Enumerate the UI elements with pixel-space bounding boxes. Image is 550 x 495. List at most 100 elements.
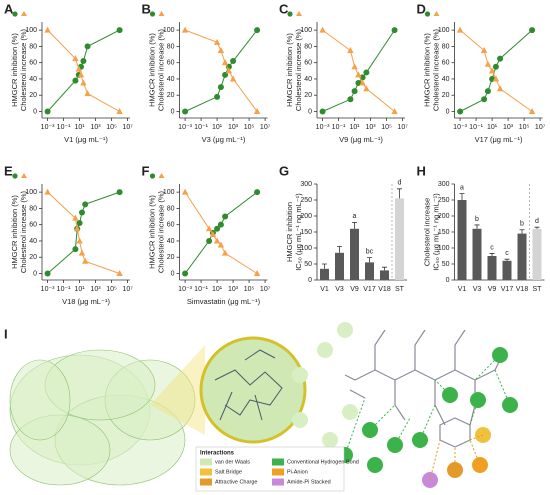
y-tick-label: 100 xyxy=(300,245,312,252)
x-tick-label: V9 xyxy=(350,286,359,293)
data-point xyxy=(529,27,536,34)
x-axis-label: Simvastatin (μg mL⁻¹) xyxy=(187,297,261,306)
y-tick-label: 100 xyxy=(163,189,175,196)
y-axis-label: HMGCR inhibition (%) xyxy=(10,33,19,107)
panel-label: C xyxy=(279,1,289,16)
y-tick-label: 0 xyxy=(308,108,312,115)
y-tick-label: 40 xyxy=(29,76,37,83)
y-tick-label: 20 xyxy=(29,92,37,99)
x-tick-label: V1 xyxy=(320,286,329,293)
error-bar xyxy=(489,253,495,256)
y-tick-label: 100 xyxy=(438,245,450,252)
x-tick-label: 10⁵ xyxy=(244,286,255,293)
data-point xyxy=(116,27,123,34)
y-tick-label: 0 xyxy=(446,108,450,115)
zoom-cone xyxy=(150,345,205,435)
x-tick-label: 10⁵ xyxy=(381,124,392,131)
legend-marker xyxy=(12,173,18,179)
legend-marker xyxy=(296,11,302,16)
x-tick-label: 10¹ xyxy=(75,286,86,293)
data-point xyxy=(222,71,229,78)
data-point xyxy=(221,59,229,66)
h-bonds xyxy=(344,354,511,456)
legend-marker xyxy=(433,11,440,16)
data-point xyxy=(44,26,51,33)
data-point xyxy=(319,108,326,115)
data-point xyxy=(480,46,488,53)
data-point xyxy=(182,108,189,115)
fit-line xyxy=(184,191,258,274)
significance-letter: c xyxy=(490,244,494,251)
data-point xyxy=(77,71,85,78)
y-tick-label: 250 xyxy=(300,197,312,204)
y-tick-label: 80 xyxy=(304,43,312,50)
data-point xyxy=(78,249,86,256)
y-axis-label: HMGCR inhibition xyxy=(285,202,294,262)
data-point xyxy=(225,67,233,74)
fit-line xyxy=(322,29,395,112)
x-tick-label: V18 xyxy=(378,286,391,293)
data-point xyxy=(72,77,79,84)
error-bar xyxy=(367,257,372,263)
data-point xyxy=(496,85,504,92)
data-point xyxy=(206,237,213,244)
y-tick-label: 0 xyxy=(308,277,312,284)
panel-label: G xyxy=(279,163,289,178)
data-point xyxy=(181,26,189,33)
data-point xyxy=(181,188,189,195)
x-tick-label: 10⁵ xyxy=(244,124,255,131)
data-point xyxy=(44,108,51,115)
error-bar xyxy=(519,229,525,234)
error-bar xyxy=(382,266,387,271)
fit-line xyxy=(184,29,258,112)
fit-line xyxy=(184,29,258,112)
data-point xyxy=(488,67,496,74)
y-tick-label: 80 xyxy=(29,205,37,212)
data-point xyxy=(209,230,217,237)
bar xyxy=(517,233,527,280)
y-tick-label: 20 xyxy=(167,254,175,261)
y-tick-label: 40 xyxy=(442,76,450,83)
y-tick-label: 300 xyxy=(300,181,312,188)
x-tick-label: 10⁻¹ xyxy=(332,124,346,131)
panel-label: F xyxy=(142,163,150,178)
y-tick-label: 0 xyxy=(171,270,175,277)
data-point xyxy=(222,213,229,220)
x-tick-label: ST xyxy=(533,286,543,293)
significance-letter: a xyxy=(353,213,357,220)
x-tick-label: 10⁷ xyxy=(397,124,408,131)
y-tick-label: 60 xyxy=(29,222,37,229)
y-tick-label: 80 xyxy=(29,43,37,50)
data-point xyxy=(229,75,237,82)
charge-bonds xyxy=(429,434,484,481)
y-axis-label: HMGCR inhibition (%) xyxy=(422,33,431,107)
data-point xyxy=(72,214,79,221)
x-tick-label: ST xyxy=(395,286,405,293)
y-tick-label: 40 xyxy=(29,238,37,245)
x-tick-label: V18 xyxy=(516,286,529,293)
x-tick-label: 10⁻³ xyxy=(178,124,192,131)
data-point xyxy=(528,107,536,114)
y-axis-label: Cholesterol increase (%) xyxy=(431,28,440,111)
x-axis-label: V1 (μg mL⁻¹) xyxy=(64,135,108,144)
x-tick-label: 10¹ xyxy=(75,124,86,131)
y-tick-label: 0 xyxy=(171,108,175,115)
y-tick-label: 100 xyxy=(25,189,37,196)
fit-line xyxy=(47,29,120,112)
x-tick-label: 10³ xyxy=(228,124,239,131)
data-point xyxy=(76,237,83,244)
data-point xyxy=(116,107,123,114)
panel-label: A xyxy=(4,1,14,16)
x-tick-label: 10³ xyxy=(503,124,514,131)
data-point xyxy=(253,269,261,276)
legend-swatch xyxy=(200,468,212,476)
x-tick-label: 10⁻¹ xyxy=(194,286,208,293)
legend-label: Amide-Pi Stacked xyxy=(287,479,331,485)
x-axis-label: V9 (μg mL⁻¹) xyxy=(339,135,383,144)
data-point xyxy=(72,55,79,62)
data-point xyxy=(456,26,464,33)
x-tick-label: 10³ xyxy=(366,124,377,131)
x-tick-label: 10⁷ xyxy=(535,124,546,131)
significance-letter: b xyxy=(475,216,479,223)
zoom-lens xyxy=(199,336,307,444)
